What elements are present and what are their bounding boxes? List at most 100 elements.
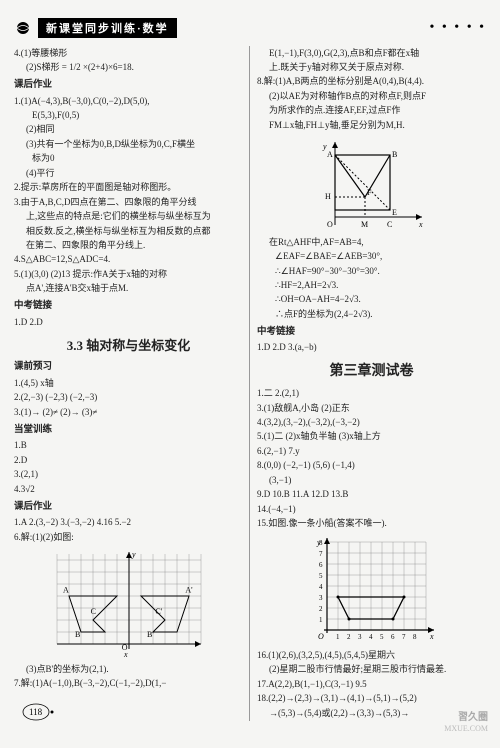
svg-text:B: B <box>75 629 80 638</box>
svg-text:O: O <box>318 632 324 641</box>
svg-text:F: F <box>367 188 372 197</box>
svg-text:1: 1 <box>319 616 323 624</box>
text-line: (4)平行 <box>14 167 243 181</box>
text-line: 点A',连接A'B交x轴于点M. <box>14 282 243 296</box>
grid-figure-2: 1234567812345678xyO <box>307 535 437 645</box>
text-line: ∴∠HAF=90°−30°−30°=30°. <box>257 265 486 279</box>
text-line: 15.如图.像一条小船(答案不唯一). <box>257 517 486 531</box>
text-line: 1.A 2.(3,−2) 3.(−3,−2) 4.16 5.−2 <box>14 516 243 530</box>
watermark-sub: MXUE.COM <box>444 724 488 733</box>
header-title: 新课堂同步训练·数学 <box>38 18 177 38</box>
text-line: (2)以AE为对称轴作B点的对称点F,则点F <box>257 90 486 104</box>
text-line: 4.S△ABC=12,S△ADC=4. <box>14 253 243 267</box>
text-line: 在Rt△AHF中,AF=AB=4, <box>257 236 486 250</box>
section-heading: 中考链接 <box>14 299 243 314</box>
svg-text:5: 5 <box>319 572 323 580</box>
svg-text:C': C' <box>155 607 162 616</box>
text-line: ∠EAF=∠BAE=∠AEB=30°, <box>257 250 486 264</box>
watermark: 習久圈 <box>458 708 488 723</box>
geometry-figure: x y A B E F H O M C <box>317 137 427 232</box>
section-heading: 当堂训练 <box>14 423 243 438</box>
svg-text:E: E <box>392 208 397 217</box>
text-line: 1.D 2.D <box>14 316 243 330</box>
text-line: 上.既关于y轴对称又关于原点对称. <box>257 61 486 75</box>
page-number: 118 <box>22 703 58 721</box>
text-line: 8.解:(1)A,B两点的坐标分别是A(0,4),B(4,4). <box>257 75 486 89</box>
text-line: 9.D 10.B 11.A 12.D 13.B <box>257 488 486 502</box>
page-number-text: 118 <box>29 707 43 717</box>
section-heading: 课后作业 <box>14 500 243 515</box>
text-line: E(1,−1),F(3,0),G(2,3),点B和点F都在x轴 <box>257 47 486 61</box>
text-line: 4.(1)等腰梯形 <box>14 47 243 61</box>
svg-text:A: A <box>327 150 333 159</box>
svg-text:x: x <box>123 650 128 659</box>
text-line: 上,这些点的特点是:它们的横坐标与纵坐标互为 <box>14 210 243 224</box>
text-line: 3.(1)→ (2)≠ (2)→ (3)≠ <box>14 406 243 420</box>
svg-text:4: 4 <box>319 583 323 591</box>
svg-text:M: M <box>361 220 368 229</box>
svg-text:B: B <box>392 150 397 159</box>
svg-text:8: 8 <box>413 633 417 641</box>
svg-text:6: 6 <box>319 561 323 569</box>
svg-text:7: 7 <box>319 550 323 558</box>
svg-text:C: C <box>90 607 95 616</box>
text-line: (3)点B'的坐标为(2,1). <box>14 663 243 677</box>
svg-text:6: 6 <box>391 633 395 641</box>
svg-text:x: x <box>418 220 423 229</box>
section-heading: 课后作业 <box>14 78 243 93</box>
text-line: 1.D 2.D 3.(a,−b) <box>257 341 486 355</box>
text-line: 4.(3,2),(3,−2),(−3,2),(−3,−2) <box>257 416 486 430</box>
svg-text:x: x <box>429 632 434 641</box>
text-line: 6.(2,−1) 7.y <box>257 445 486 459</box>
svg-text:C: C <box>387 220 392 229</box>
text-line: 2.提示:草房所在的平面图是轴对称图形。 <box>14 181 243 195</box>
svg-text:A: A <box>63 585 69 594</box>
svg-text:3: 3 <box>358 633 362 641</box>
svg-text:3: 3 <box>319 594 323 602</box>
text-line: (3,−1) <box>257 474 486 488</box>
text-line: FM⊥x轴,FH⊥y轴,垂足分别为M,H. <box>257 119 486 133</box>
text-line: 6.解:(1)(2)如图: <box>14 531 243 545</box>
text-line: 3.(2,1) <box>14 468 243 482</box>
svg-text:B': B' <box>147 629 154 638</box>
text-line: 3.由于A,B,C,D四点在第二、四象限的角平分线 <box>14 196 243 210</box>
svg-text:5: 5 <box>380 633 384 641</box>
text-line: (3)共有一个坐标为0,B,D纵坐标为0,C,F横坐 <box>14 138 243 152</box>
text-line: 8.(0,0) (−2,−1) (5,6) (−1,4) <box>257 459 486 473</box>
text-line: (2)S梯形 = 1/2 ×(2+4)×6=18. <box>14 61 243 75</box>
text-line: E(5,3),F(0,5) <box>14 109 243 123</box>
text-line: 2.D <box>14 454 243 468</box>
svg-text:y: y <box>316 538 321 547</box>
text-line: ∴OH=OA−AH=4−2√3. <box>257 293 486 307</box>
chapter-heading: 第三章测试卷 <box>257 361 486 383</box>
content: 4.(1)等腰梯形 (2)S梯形 = 1/2 ×(2+4)×6=18. 课后作业… <box>14 46 486 721</box>
text-line: 1.B <box>14 439 243 453</box>
text-line: 16.(1)(2,6),(3,2,5),(4,5),(5,4,5)星期六 <box>257 649 486 663</box>
left-column: 4.(1)等腰梯形 (2)S梯形 = 1/2 ×(2+4)×6=18. 课后作业… <box>14 46 249 721</box>
text-line: 2.(2,−3) (−2,3) (−2,−3) <box>14 391 243 405</box>
text-line: 1.(1)A(−4,3),B(−3,0),C(0,−2),D(5,0), <box>14 95 243 109</box>
text-line: (2)星期二股市行情最好;星期三股市行情最差. <box>257 663 486 677</box>
text-line: ∴点F的坐标为(2,4−2√3). <box>257 308 486 322</box>
text-line: 1.二 2.(2,1) <box>257 387 486 401</box>
svg-text:1: 1 <box>336 633 340 641</box>
text-line: 14.(−4,−1) <box>257 503 486 517</box>
right-column: E(1,−1),F(3,0),G(2,3),点B和点F都在x轴 上.既关于y轴对… <box>249 46 486 721</box>
svg-text:4: 4 <box>369 633 373 641</box>
text-line: 18.(2,2)→(2,3)→(3,1)→(4,1)→(5,1)→(5,2) <box>257 692 486 706</box>
section-heading: 课前预习 <box>14 360 243 375</box>
section-heading: 中考链接 <box>257 325 486 340</box>
svg-text:2: 2 <box>319 605 323 613</box>
text-line: 在第二、四象限的角平分线上. <box>14 239 243 253</box>
text-line: 5.(1)(3,0) (2)13 提示:作A关于x轴的对称 <box>14 268 243 282</box>
svg-text:2: 2 <box>347 633 351 641</box>
text-line: 相反数.反之,横坐标与纵坐标互为相反数的点都 <box>14 225 243 239</box>
header-dots: • • • • • <box>429 20 486 36</box>
text-line: 标为0 <box>14 152 243 166</box>
text-line: 3.(1)敌舰A,小岛 (2)正东 <box>257 402 486 416</box>
svg-text:O: O <box>327 220 333 229</box>
text-line: ∴HF=2,AH=2√3. <box>257 279 486 293</box>
svg-text:7: 7 <box>402 633 406 641</box>
text-line: 为所求作的点.连接AF,EF,过点F作 <box>257 104 486 118</box>
text-line: (2)相同 <box>14 123 243 137</box>
